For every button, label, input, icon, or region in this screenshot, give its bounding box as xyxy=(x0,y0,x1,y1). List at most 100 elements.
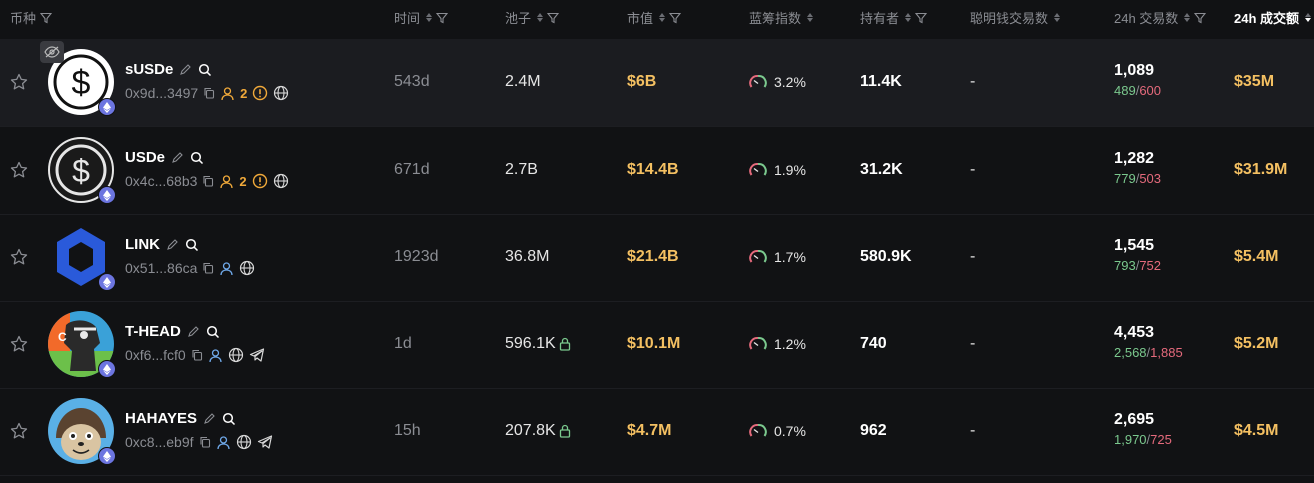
website-globe-icon[interactable] xyxy=(273,173,289,189)
edit-icon[interactable] xyxy=(179,63,192,76)
copy-icon[interactable] xyxy=(202,262,214,274)
edit-icon[interactable] xyxy=(187,325,200,338)
telegram-icon[interactable] xyxy=(257,434,273,450)
filter-icon[interactable] xyxy=(1194,12,1207,24)
table-row[interactable]: LINK 0x51...86ca 1923d 36.8M $21.4B 1.7%… xyxy=(0,214,1314,302)
website-globe-icon[interactable] xyxy=(228,347,244,363)
copy-icon[interactable] xyxy=(202,175,214,187)
col-txs-24h[interactable]: 24h 交易数 xyxy=(1114,8,1207,27)
holder-icon[interactable] xyxy=(216,435,231,450)
table-row[interactable]: HAHAYES 0xc8...eb9f 15h 207.8K $4.7M 0.7… xyxy=(0,388,1314,476)
token-symbol[interactable]: T-HEAD xyxy=(125,323,181,340)
edit-icon[interactable] xyxy=(171,151,184,164)
col-holders[interactable]: 持有者 xyxy=(860,8,928,27)
sort-icon[interactable] xyxy=(659,13,666,22)
sort-icon[interactable] xyxy=(1184,13,1191,22)
volume-24h: $4.5M xyxy=(1234,422,1279,439)
edit-icon[interactable] xyxy=(166,238,179,251)
token-address-line: 0x51...86ca xyxy=(125,260,255,276)
dev-holder-icon[interactable] xyxy=(220,86,235,101)
lock-icon[interactable] xyxy=(559,337,571,351)
col-bluechip[interactable]: 蓝筹指数 xyxy=(749,8,814,27)
token-symbol[interactable]: LINK xyxy=(125,236,160,253)
txs-24h: 1,545 793/752 xyxy=(1114,237,1161,273)
sort-icon[interactable] xyxy=(1305,13,1312,22)
col-time[interactable]: 时间 xyxy=(394,8,449,27)
col-vol-24h-label: 24h 成交额 xyxy=(1234,11,1300,26)
favorite-star-icon[interactable] xyxy=(9,334,29,354)
copy-icon[interactable] xyxy=(191,349,203,361)
market-cap: $4.7M xyxy=(627,422,672,439)
col-token-label: 币种 xyxy=(10,11,37,26)
smart-money-txs: - xyxy=(970,161,976,178)
col-vol-24h[interactable]: 24h 成交额 xyxy=(1234,8,1312,27)
volume-24h: $5.2M xyxy=(1234,335,1279,352)
table-header: 币种 时间 池子 市值 蓝筹指数 持有者 聪明钱交易数 xyxy=(0,0,1314,34)
website-globe-icon[interactable] xyxy=(236,434,252,450)
search-icon[interactable] xyxy=(222,412,236,426)
token-avatar[interactable]: $ xyxy=(48,136,116,204)
copy-icon[interactable] xyxy=(199,436,211,448)
buys-count: 793 xyxy=(1114,258,1136,273)
table-row[interactable]: $ USDe 0x4c...68b3 2 671d 2.7B $14.4B 1.… xyxy=(0,127,1314,215)
token-avatar[interactable] xyxy=(48,397,116,465)
warning-icon[interactable] xyxy=(252,85,268,101)
favorite-star-icon[interactable] xyxy=(9,247,29,267)
telegram-icon[interactable] xyxy=(249,347,265,363)
copy-icon[interactable] xyxy=(203,87,215,99)
svg-text:$: $ xyxy=(72,64,91,102)
col-mcap[interactable]: 市值 xyxy=(627,8,682,27)
edit-icon[interactable] xyxy=(203,412,216,425)
holder-icon[interactable] xyxy=(219,261,234,276)
holder-icon[interactable] xyxy=(208,348,223,363)
hide-eye-icon[interactable] xyxy=(40,41,64,63)
search-icon[interactable] xyxy=(206,325,220,339)
filter-icon[interactable] xyxy=(669,12,682,24)
pool-liquidity: 207.8K xyxy=(505,422,571,440)
token-symbol[interactable]: USDe xyxy=(125,149,166,166)
token-avatar[interactable]: C xyxy=(48,310,116,378)
favorite-star-icon[interactable] xyxy=(9,160,29,180)
token-avatar[interactable]: $ xyxy=(48,48,116,116)
favorite-star-icon[interactable] xyxy=(9,421,29,441)
sort-icon[interactable] xyxy=(537,13,544,22)
filter-icon[interactable] xyxy=(40,12,53,24)
token-symbol[interactable]: HAHAYES xyxy=(125,410,197,427)
search-icon[interactable] xyxy=(185,238,199,252)
table-row[interactable]: $ sUSDe 0x9d...3497 2 543d 2.4M $6B 3. xyxy=(0,39,1314,127)
dev-holder-icon[interactable] xyxy=(219,174,234,189)
warning-icon[interactable] xyxy=(252,173,268,189)
txs-total: 1,089 xyxy=(1114,62,1155,79)
favorite-star-icon[interactable] xyxy=(9,72,29,92)
sort-icon[interactable] xyxy=(905,13,912,22)
holders-count: 31.2K xyxy=(860,161,903,178)
token-avatar[interactable] xyxy=(48,223,116,291)
sort-icon[interactable] xyxy=(1054,13,1061,22)
lock-icon[interactable] xyxy=(559,424,571,438)
token-symbol[interactable]: sUSDe xyxy=(125,61,174,78)
search-icon[interactable] xyxy=(198,63,212,77)
website-globe-icon[interactable] xyxy=(273,85,289,101)
sort-icon[interactable] xyxy=(807,13,814,22)
market-cap: $21.4B xyxy=(627,248,679,265)
filter-icon[interactable] xyxy=(915,12,928,24)
ethereum-chain-icon xyxy=(98,447,116,465)
sort-icon[interactable] xyxy=(426,13,433,22)
smart-money-txs: - xyxy=(970,335,976,352)
buys-count: 779 xyxy=(1114,171,1136,186)
col-smart-txs[interactable]: 聪明钱交易数 xyxy=(970,8,1061,27)
table-row[interactable]: C T-HEAD 0xf6...fcf0 1d 596.1K $10.1M 1.… xyxy=(0,301,1314,389)
txs-split: 779/503 xyxy=(1114,171,1162,186)
ethereum-chain-icon xyxy=(98,186,116,204)
bluechip-value: 3.2% xyxy=(774,74,806,90)
search-icon[interactable] xyxy=(190,151,204,165)
filter-icon[interactable] xyxy=(436,12,449,24)
dev-holder-count: 2 xyxy=(239,173,247,189)
token-logo: $ xyxy=(48,49,114,115)
website-globe-icon[interactable] xyxy=(239,260,255,276)
col-pool[interactable]: 池子 xyxy=(505,8,560,27)
col-token[interactable]: 币种 xyxy=(10,8,53,27)
pool-liquidity: 2.7B xyxy=(505,161,538,179)
filter-icon[interactable] xyxy=(547,12,560,24)
token-age: 543d xyxy=(394,73,430,90)
